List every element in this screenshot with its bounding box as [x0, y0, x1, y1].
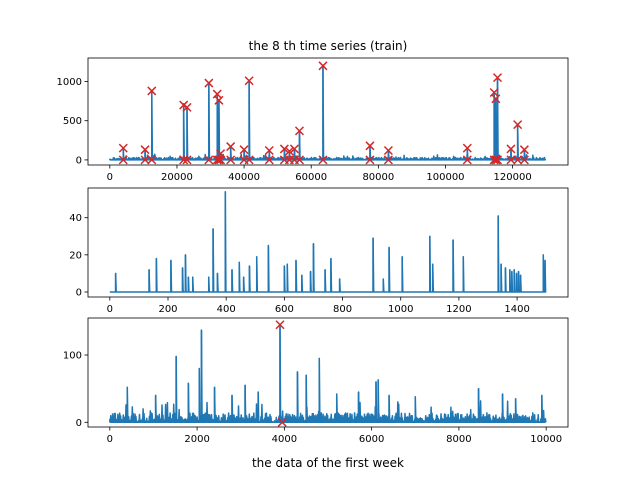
subplot-top-marker-32	[294, 126, 304, 136]
subplot-middle-xtick-label-5: 1000	[388, 304, 413, 315]
subplot-top-marker-5	[147, 155, 157, 165]
subplot-middle-series-line	[109, 190, 547, 293]
subplot-top-marker-52	[519, 145, 529, 155]
subplot-top-xtick-label-5: 100000	[426, 172, 464, 183]
subplot-bottom-xtick-label-1: 2000	[184, 434, 209, 445]
subplot-top-marker-46	[492, 73, 503, 83]
subplot-top-marker-49	[506, 155, 516, 165]
subplot-top-marker-11	[204, 155, 214, 165]
subplot-top-marker-0	[118, 143, 128, 153]
subplot-bottom-series-line	[109, 323, 547, 424]
subplot-top-ytick-label-0: 0	[76, 155, 82, 166]
subplot-top-marker-37	[365, 155, 375, 165]
subplot-top-marker-47	[492, 155, 503, 165]
subplot-top-marker-26	[279, 144, 289, 154]
subplot-top-marker-30	[289, 144, 299, 154]
subplot-bottom-marker-1	[277, 417, 287, 427]
subplot-bottom-xtick-label-5: 10000	[530, 434, 562, 445]
subplot-top-marker-43	[489, 155, 499, 165]
subplot-top-marker-35	[318, 155, 328, 165]
subplot-top-marker-8	[182, 102, 192, 112]
subplot-bottom-frame	[87, 317, 569, 428]
subplot-top-marker-41	[462, 155, 472, 165]
subplot-top-marker-53	[519, 155, 529, 165]
subplot-top-ytick-label-2: 1000	[57, 77, 82, 88]
subplot-middle-frame	[87, 187, 569, 298]
subplot-bottom-xtick-label-4: 8000	[446, 434, 471, 445]
subplot-bottom-ytick-label-1: 100	[63, 351, 82, 362]
subplot-top-marker-18	[226, 142, 236, 152]
subplot-top-xtick-label-4: 80000	[362, 172, 394, 183]
subplot-top-marker-24	[264, 145, 274, 156]
subplot-top-marker-34	[318, 61, 328, 71]
subplot-top-marker-45	[491, 155, 501, 165]
subplot-top-xtick-label-0: 0	[107, 172, 113, 183]
subplot-middle-ytick-label-2: 40	[69, 213, 82, 224]
subplot-top-marker-36	[365, 141, 375, 151]
subplot-middle-xtick-label-2: 400	[217, 304, 236, 315]
subplot-middle-ytick-label-0: 0	[76, 287, 82, 298]
subplot-middle-xtick-label-0: 0	[107, 304, 113, 315]
subplot-bottom-ytick-label-0: 0	[76, 418, 82, 429]
subplot-top-xtick-label-2: 40000	[228, 172, 260, 183]
subplot-top-marker-19	[226, 155, 236, 165]
subplot-top-marker-33	[294, 155, 304, 165]
subplot-bottom-xtick-label-2: 4000	[272, 434, 297, 445]
subplot-middle-xtick-label-6: 1200	[446, 304, 471, 315]
subplot-top-marker-7	[179, 155, 189, 165]
subplot-top-marker-23	[244, 155, 254, 165]
subplot-middle-xtick-label-4: 800	[333, 304, 352, 315]
subplot-top-xtick-label-3: 60000	[295, 172, 327, 183]
subplot-top-marker-13	[212, 155, 222, 165]
subplot-top-marker-14	[214, 95, 224, 105]
subplot-top-marker-2	[140, 145, 150, 155]
subplot-bottom-xtick-label-0: 0	[107, 434, 113, 445]
subplot-top-marker-4	[147, 86, 157, 96]
subplot-bottom-xlabel: the data of the first week	[252, 456, 404, 470]
subplot-middle-ytick-label-1: 20	[69, 250, 82, 261]
subplot-top: the 8 th time series (train) 0 20000 40000…	[57, 39, 569, 183]
subplot-top-marker-10	[204, 78, 214, 88]
subplot-top-marker-48	[506, 144, 516, 154]
subplot-top-marker-20	[239, 145, 249, 155]
subplot-top-marker-38	[383, 145, 393, 156]
subplot-top-marker-50	[513, 120, 523, 130]
subplot-top-marker-1	[118, 155, 128, 165]
subplot-top-marker-44	[491, 94, 501, 104]
subplot-top-marker-17	[216, 155, 226, 165]
subplot-top-marker-3	[140, 155, 150, 165]
subplot-top-xtick-label-6: 120000	[494, 172, 532, 183]
subplot-bottom: the data of the first week 0 2000 4000 6000…	[63, 317, 569, 470]
subplot-bottom-marker-0	[275, 320, 285, 330]
subplot-middle: 0 200 400 600 800 1000 1200 1400 0 20 40	[69, 187, 569, 315]
subplot-middle-xtick-label-3: 600	[275, 304, 294, 315]
subplot-top-marker-9	[182, 155, 192, 165]
subplot-bottom-xtick-label-3: 6000	[359, 434, 384, 445]
subplot-top-marker-39	[383, 155, 393, 165]
subplot-top-xtick-label-1: 20000	[161, 172, 193, 183]
subplot-top-marker-22	[244, 76, 254, 86]
subplot-top-title: the 8 th time series (train)	[249, 39, 408, 53]
subplot-middle-xtick-label-7: 1400	[504, 304, 529, 315]
subplot-top-frame	[87, 57, 569, 166]
subplot-top-marker-51	[513, 155, 523, 165]
subplot-top-ytick-label-1: 500	[63, 116, 82, 127]
subplot-middle-xtick-label-1: 200	[158, 304, 177, 315]
subplot-top-marker-25	[264, 155, 274, 165]
subplot-top-marker-40	[462, 143, 472, 153]
subplot-top-marker-28	[284, 146, 294, 156]
